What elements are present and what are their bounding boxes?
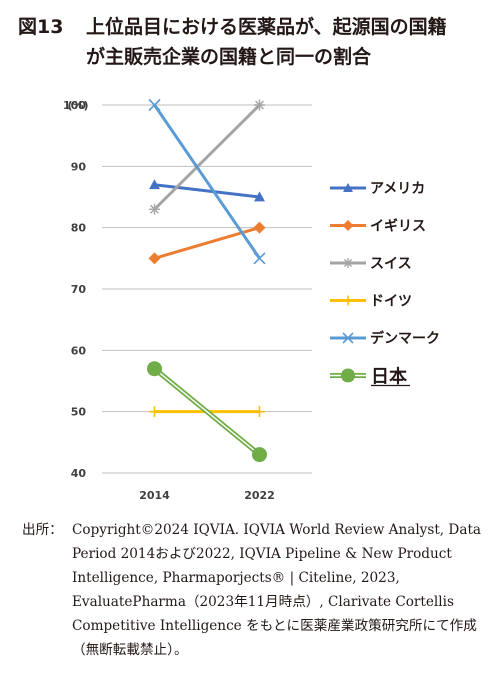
y-tick-label: 90	[71, 160, 87, 173]
y-tick-label: 70	[71, 283, 87, 296]
data-point	[148, 98, 161, 112]
x-tick-label: 2014	[139, 489, 170, 502]
legend-item: ドイツ	[330, 294, 412, 310]
figure-title: 図13 上位品目における医薬品が、起源国の国籍 が主販売企業の国籍と同一の割合	[18, 12, 488, 72]
series-line	[153, 104, 261, 260]
series-line	[152, 366, 262, 457]
legend-label: 日本	[371, 366, 407, 388]
legend-item: スイス	[330, 256, 412, 272]
series	[149, 179, 265, 202]
x-axis-ticks: 2014 2022	[139, 489, 275, 502]
series-line	[153, 103, 261, 211]
legend-item: デンマーク	[330, 330, 440, 347]
figure-number: 図13	[18, 16, 64, 38]
series	[147, 361, 267, 463]
legend-item: イギリス	[330, 218, 426, 235]
data-point	[148, 252, 161, 265]
line-chart: 40 50 60 70 80 90 100 2014 2022 (%) アメリカイギリススイス…	[63, 98, 440, 502]
legend-label: デンマーク	[370, 330, 440, 347]
data-point	[343, 183, 353, 192]
data-point	[343, 258, 353, 268]
y-axis-ticks: 40 50 60 70 80 90 100	[63, 99, 86, 480]
data-point	[343, 295, 353, 306]
legend-label: アメリカ	[370, 181, 425, 197]
series-line	[154, 183, 260, 199]
data-point	[254, 191, 265, 202]
y-tick-label: 40	[71, 467, 87, 480]
legend-label: ドイツ	[370, 294, 412, 310]
data-point	[254, 99, 265, 111]
data-point	[341, 368, 355, 383]
data-point	[149, 406, 160, 418]
data-point	[254, 406, 265, 418]
legend-label: イギリス	[370, 218, 426, 235]
source-label: 出所：	[22, 522, 63, 538]
data-point	[149, 179, 160, 190]
data-point	[252, 447, 267, 463]
legend-item: 日本	[330, 366, 410, 388]
data-point	[147, 361, 162, 377]
data-point	[253, 221, 266, 234]
figure-title-line1: 上位品目における医薬品が、起源国の国籍	[86, 16, 447, 38]
grid-lines	[102, 104, 312, 474]
series-lines	[147, 98, 267, 463]
source-note: 出所： Copyright©2024 IQVIA. IQVIA World Re…	[22, 518, 492, 662]
y-axis-label: (%)	[67, 99, 88, 112]
y-tick-label: 50	[71, 406, 87, 419]
y-tick-label: 60	[71, 344, 87, 357]
y-tick-label: 100	[63, 99, 86, 112]
data-point	[342, 332, 354, 344]
legend-label: スイス	[370, 256, 412, 272]
data-point	[253, 252, 266, 265]
series-line	[154, 226, 260, 260]
data-point	[342, 220, 354, 231]
x-tick-label: 2022	[244, 489, 275, 502]
source-text: Copyright©2024 IQVIA. IQVIA World Review…	[72, 522, 482, 658]
data-point	[149, 203, 160, 215]
series	[149, 99, 265, 215]
series	[148, 98, 266, 265]
figure-title-line2: が主販売企業の国籍と同一の割合	[86, 46, 372, 68]
y-tick-label: 80	[71, 222, 87, 235]
legend-item: アメリカ	[330, 181, 425, 197]
